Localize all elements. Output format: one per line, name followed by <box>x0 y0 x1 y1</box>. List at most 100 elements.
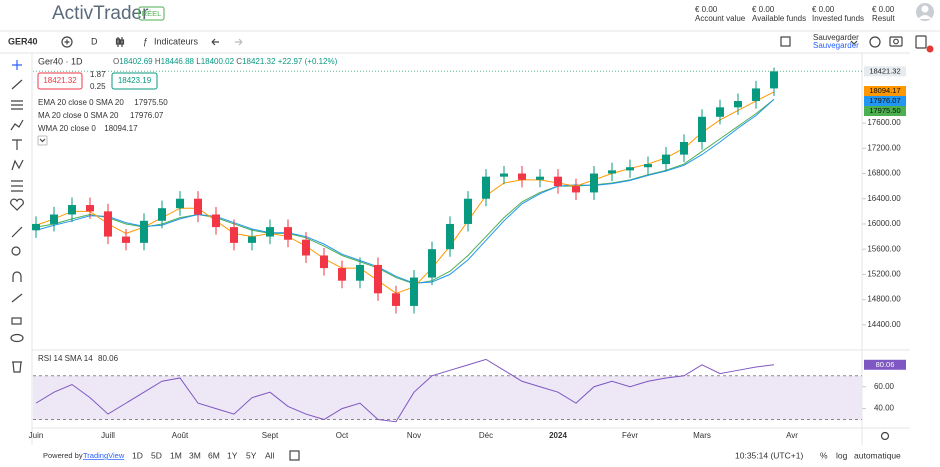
candle-body <box>518 173 526 180</box>
pattern-tool[interactable] <box>11 159 24 171</box>
candle-body <box>572 186 580 193</box>
candle-body <box>446 223 454 250</box>
l-value: 18400.02 <box>201 57 235 66</box>
snapshot[interactable] <box>889 36 903 47</box>
spread-top: 1.87 <box>90 70 106 79</box>
stay-drawing-tool[interactable] <box>11 293 23 303</box>
percent-toggle[interactable]: % <box>820 450 828 460</box>
x-tick-label: Déc <box>479 431 493 440</box>
fx-icon[interactable]: ƒ <box>143 36 148 46</box>
redo[interactable] <box>235 38 243 46</box>
zoom-tool[interactable] <box>11 246 21 256</box>
undo[interactable] <box>211 38 219 46</box>
axis-settings[interactable] <box>880 431 890 441</box>
rsi-legend-label: RSI 14 SMA 14 <box>38 354 93 363</box>
x-tick-label: Oct <box>336 431 349 440</box>
fib-tool[interactable] <box>11 100 23 110</box>
buy-box[interactable] <box>111 72 158 90</box>
powered-by: Powered by <box>43 451 83 460</box>
collapse-arrow <box>39 138 46 143</box>
x-tick-label: 2024 <box>549 431 567 440</box>
candle-body <box>230 227 238 243</box>
symbol[interactable]: GER40 <box>8 36 38 46</box>
lock-tool[interactable] <box>11 317 22 325</box>
candle-body <box>68 205 76 215</box>
y-tick-label: 17600.00 <box>867 118 901 127</box>
log-toggle[interactable]: log <box>836 450 848 460</box>
x-tick-label: Mars <box>693 431 711 440</box>
text-tool[interactable] <box>12 139 22 150</box>
magnet-tool[interactable] <box>12 271 22 282</box>
rsi-tag: 80.06 <box>876 360 895 369</box>
y-tick-label: 14800.00 <box>867 295 901 304</box>
x-tick-label: Juill <box>101 431 115 440</box>
brush-tool[interactable] <box>10 119 24 131</box>
candle-body <box>104 211 112 237</box>
settings[interactable] <box>869 36 881 48</box>
x-tick-label: Juin <box>29 431 44 440</box>
x-tick-label: Nov <box>407 431 421 440</box>
provider-link[interactable]: TradingView <box>83 451 125 460</box>
hide-tool[interactable] <box>10 333 24 343</box>
candle-body <box>752 88 760 102</box>
measure-tool[interactable] <box>11 226 23 238</box>
last-price-tag-bg <box>864 66 906 77</box>
candle-body <box>626 167 634 171</box>
range-button[interactable]: 1D <box>132 450 143 460</box>
sell-box[interactable] <box>37 72 83 90</box>
candle-body <box>122 236 130 243</box>
y-tick-label: 15200.00 <box>867 270 901 279</box>
range-buttons: 1D 5D 1M 3M 6M 1Y 5Y All <box>132 450 275 460</box>
account-badge <box>138 6 165 21</box>
candle-body <box>500 173 508 177</box>
candle-body <box>770 71 778 89</box>
indicator-value: 17975.50 <box>134 98 168 107</box>
delete-tool[interactable] <box>12 361 22 373</box>
account-type: RÉEL <box>142 9 162 18</box>
buy-price: 18423.19 <box>118 76 152 85</box>
logo[interactable]: ActivTrader <box>52 3 149 24</box>
range-button[interactable]: 1Y <box>227 450 238 460</box>
candle-body <box>536 176 544 180</box>
range-button[interactable]: 6M <box>208 450 220 460</box>
goto-date[interactable] <box>289 450 300 461</box>
indicators-button[interactable]: Indicateurs <box>154 36 199 46</box>
collapse-legend[interactable] <box>37 135 48 146</box>
candle-body <box>680 142 688 155</box>
range-button[interactable]: 3M <box>189 450 201 460</box>
rsi-pane: 60.00 40.00 RSI 14 SMA 14 80.06 80.06 <box>33 354 906 423</box>
auto-toggle[interactable]: automatique <box>854 450 901 460</box>
save-dropdown[interactable] <box>850 40 858 45</box>
shapes-tool[interactable] <box>10 198 24 211</box>
balance-amount: € 0.00 <box>752 5 775 14</box>
range-button[interactable]: 5Y <box>246 450 257 460</box>
indicator-value: 17976.07 <box>130 111 164 120</box>
trend-line-tool[interactable] <box>11 79 23 90</box>
candle-body <box>248 236 256 243</box>
range-button[interactable]: 1M <box>170 450 182 460</box>
indicator-label: MA 20 close 0 SMA 20 <box>38 111 119 120</box>
h-value: 18446.88 <box>161 57 195 66</box>
x-tick-label: Sept <box>262 431 279 440</box>
prediction-tool[interactable] <box>11 180 23 192</box>
crosshair-tool[interactable] <box>12 60 22 70</box>
range-button[interactable]: All <box>265 450 275 460</box>
y-tick-label: 14400.00 <box>867 320 901 329</box>
candle-body <box>50 214 58 224</box>
ma-price-tag: 17975.50 <box>869 106 900 115</box>
chart-type[interactable] <box>115 37 125 47</box>
rsi-tag-bg <box>864 359 906 370</box>
y-tick-label: 16400.00 <box>867 194 901 203</box>
y-tick-label: 60.00 <box>874 382 895 391</box>
alerts[interactable] <box>915 35 927 49</box>
candle-body <box>158 208 166 221</box>
candle-body <box>212 214 220 228</box>
add-symbol[interactable] <box>61 36 73 48</box>
save-sub[interactable]: Sauvegarder <box>813 41 859 50</box>
save-button[interactable]: Sauvegarder <box>813 33 859 42</box>
ma-price-tag: 17976.07 <box>869 96 900 105</box>
drawing-tools <box>10 60 24 373</box>
interval[interactable]: D <box>91 36 98 46</box>
range-button[interactable]: 5D <box>151 450 162 460</box>
layout-icon[interactable] <box>780 36 791 47</box>
